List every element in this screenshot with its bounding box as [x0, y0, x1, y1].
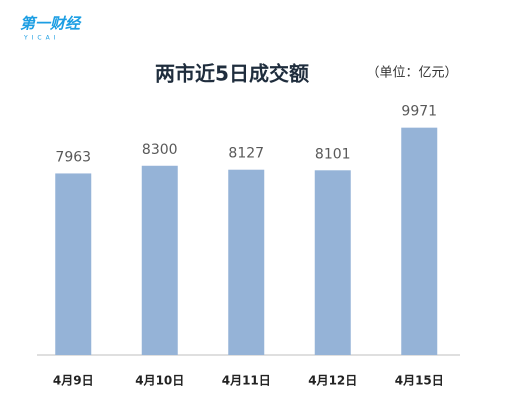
chart-subtitle: （单位：亿元） [366, 66, 457, 81]
x-tick-label: 4月10日 [135, 374, 184, 388]
bar [228, 169, 265, 355]
value-label: 9971 [401, 104, 437, 120]
x-tick-label: 4月11日 [222, 374, 271, 388]
value-label: 8101 [315, 146, 351, 162]
bar [401, 127, 438, 356]
bar [141, 165, 178, 355]
value-label: 8300 [142, 142, 178, 158]
x-tick-label: 4月15日 [395, 374, 444, 388]
value-label: 8127 [228, 146, 264, 162]
logo-name: 第一财经 [20, 15, 82, 33]
logo-sub: YICAI [23, 35, 60, 42]
x-tick-label: 4月9日 [53, 374, 94, 388]
value-label: 7963 [55, 149, 91, 165]
x-tick-label: 4月12日 [308, 374, 357, 388]
bar [55, 173, 92, 355]
chart-title: 两市近5日成交额 [155, 62, 309, 86]
bar [314, 170, 351, 355]
